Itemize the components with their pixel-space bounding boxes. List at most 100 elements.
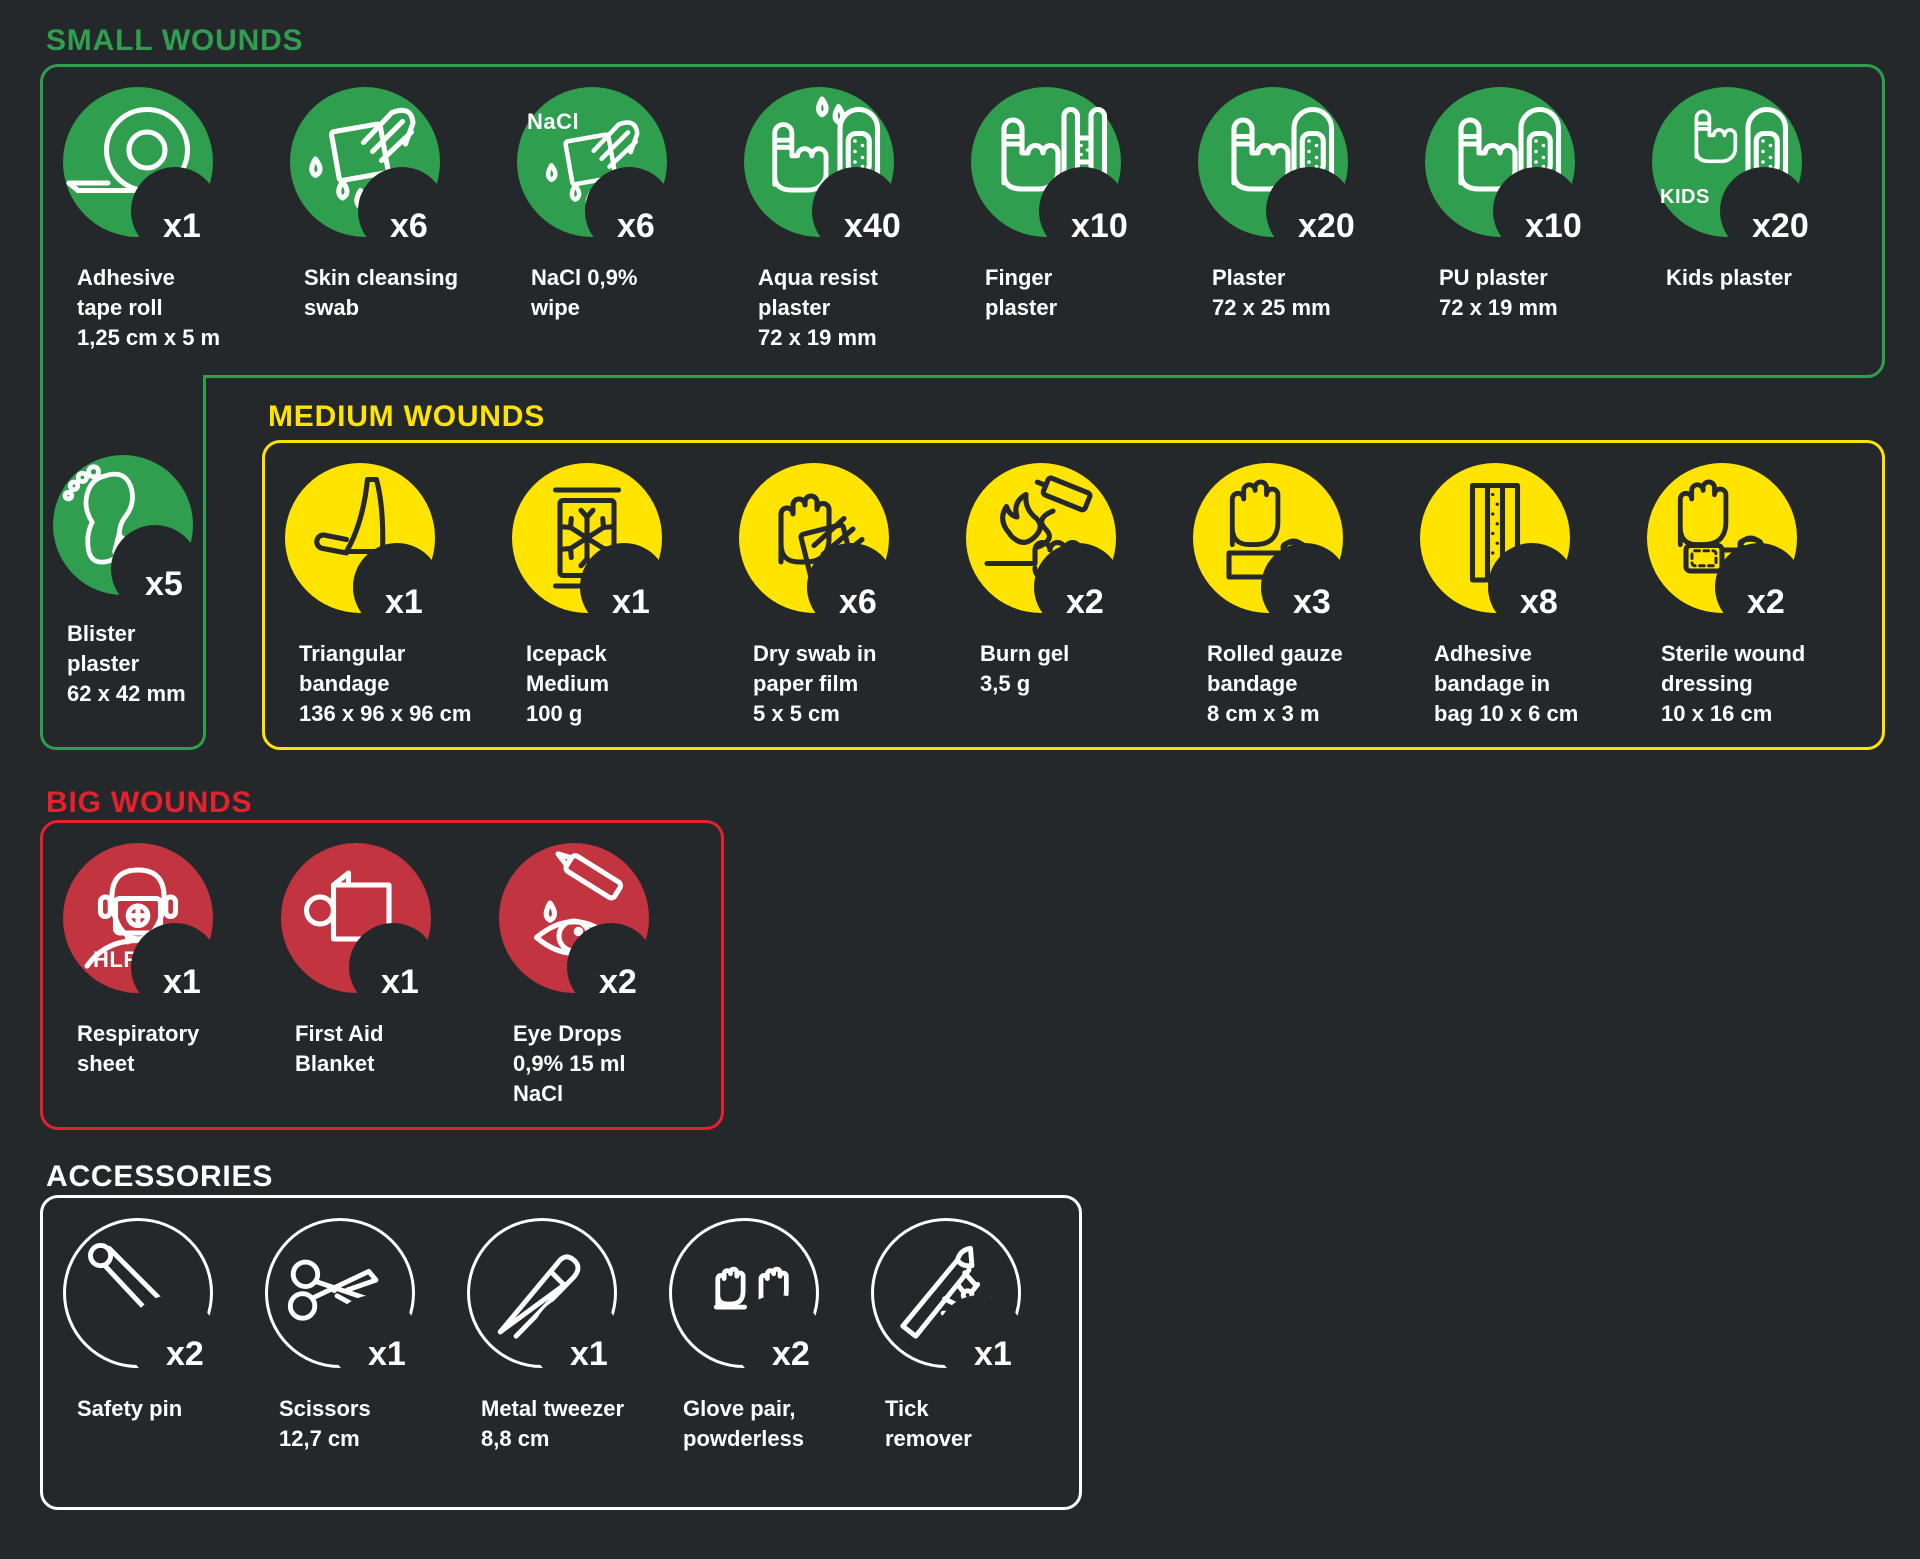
item-tick-remover: x1 Tick remover xyxy=(871,1218,1073,1454)
item-count: x10 xyxy=(1071,207,1128,245)
item-label: Kids plaster xyxy=(1666,265,1792,290)
skin-cleansing-swab-badge: x6 xyxy=(290,87,446,255)
safety-pin-badge: x2 xyxy=(63,1218,216,1383)
count-notch xyxy=(330,1295,418,1383)
item-finger-plaster: x10 Finger plaster xyxy=(971,87,1198,323)
item-pu-plaster: x10 PU plaster 72 x 19 mm xyxy=(1425,87,1652,323)
plaster-72x25-badge: x20 xyxy=(1198,87,1355,255)
item-eye-drops: x2 Eye Drops 0,9% 15 ml NaCl xyxy=(499,843,717,1109)
item-count: x1 xyxy=(385,583,423,621)
item-label: Safety pin xyxy=(77,1396,183,1421)
item-rolled-gauze-bandage: x3 Rolled gauze bandage 8 cm x 3 m xyxy=(1193,463,1420,729)
item-burn-gel: x2 Burn gel 3,5 g xyxy=(966,463,1193,699)
item-count: x2 xyxy=(1066,583,1104,621)
item-adhesive-tape-roll: x1 Adhesive tape roll 1,25 cm x 5 m xyxy=(63,87,290,353)
item-label: Skin cleansing swab xyxy=(304,265,459,320)
item-label: Finger plaster xyxy=(985,265,1058,320)
small-wounds-extension-box: x5 Blister plaster 62 x 42 mm xyxy=(40,375,206,750)
item-count: x10 xyxy=(1525,207,1582,245)
adhesive-tape-roll-badge: x1 xyxy=(63,87,219,255)
scissors-badge: x1 xyxy=(265,1218,418,1383)
count-notch xyxy=(349,923,437,1011)
tweezer-icon xyxy=(470,1221,614,1365)
item-count: x20 xyxy=(1298,207,1355,245)
item-count: x6 xyxy=(390,207,428,245)
count-notch xyxy=(1039,167,1127,255)
eye-drops-badge: x2 xyxy=(499,843,655,1011)
item-nacl-wipe: NaCl x6 NaCl 0,9% wipe xyxy=(517,87,744,323)
item-count: x3 xyxy=(1293,583,1331,621)
item-count: x1 xyxy=(163,963,201,1001)
adhesive-bandage-bag-badge: x8 xyxy=(1420,463,1576,631)
item-label: Glove pair, powderless xyxy=(683,1396,805,1451)
small-wounds-box: x1 Adhesive tape roll 1,25 cm x 5 m x6 Skin c… xyxy=(40,64,1885,378)
icon-text-label: NaCl xyxy=(527,109,580,134)
item-count: x2 xyxy=(1747,583,1785,621)
count-notch xyxy=(1261,543,1349,631)
item-kids-plaster: KIDS x20 Kids plaster xyxy=(1652,87,1879,293)
rolled-gauze-bandage-badge: x3 xyxy=(1193,463,1349,631)
item-count: x6 xyxy=(839,583,877,621)
item-label: Adhesive bandage in bag 10 x 6 cm xyxy=(1434,641,1579,726)
blister-plaster-badge: x5 xyxy=(53,455,199,613)
item-count: x40 xyxy=(844,207,901,245)
dry-swab-badge: x6 xyxy=(739,463,895,631)
item-label: First Aid Blanket xyxy=(295,1021,384,1076)
count-notch xyxy=(128,1295,216,1383)
item-label: Plaster 72 x 25 mm xyxy=(1212,265,1331,320)
section-title-accessories: ACCESSORIES xyxy=(46,1160,274,1193)
icepack-icon xyxy=(512,463,662,613)
count-notch xyxy=(111,525,199,613)
item-plaster-72x25: x20 Plaster 72 x 25 mm xyxy=(1198,87,1425,323)
medium-wounds-box: x1 Triangular bandage 136 x 96 x 96 cm x1 Ice… xyxy=(262,440,1885,750)
count-notch xyxy=(131,167,219,255)
cleansing-swab-icon xyxy=(290,87,440,237)
first-aid-blanket-badge: x1 xyxy=(281,843,437,1011)
item-count: x2 xyxy=(772,1335,810,1373)
aqua-resist-plaster-badge: x40 xyxy=(744,87,901,255)
count-notch xyxy=(1720,167,1808,255)
item-skin-cleansing-swab: x6 Skin cleansing swab xyxy=(290,87,517,323)
section-title-medium-wounds: MEDIUM WOUNDS xyxy=(268,400,546,433)
item-label: Blister plaster 62 x 42 mm xyxy=(67,621,186,706)
burn-gel-badge: x2 xyxy=(966,463,1122,631)
item-respiratory-sheet: HLR x1 Respiratory sheet xyxy=(63,843,281,1079)
icepack-medium-badge: x1 xyxy=(512,463,668,631)
pu-plaster-badge: x10 xyxy=(1425,87,1582,255)
item-aqua-resist-plaster: x40 Aqua resist plaster 72 x 19 mm xyxy=(744,87,971,353)
triangular-bandage-badge: x1 xyxy=(285,463,441,631)
count-notch xyxy=(585,167,673,255)
item-label: Eye Drops 0,9% 15 ml NaCl xyxy=(513,1021,626,1106)
glove-pair-badge: x2 xyxy=(669,1218,822,1383)
item-count: x2 xyxy=(599,963,637,1001)
item-metal-tweezer: x1 Metal tweezer 8,8 cm xyxy=(467,1218,669,1454)
metal-tweezer-badge: x1 xyxy=(467,1218,620,1383)
item-label: Rolled gauze bandage 8 cm x 3 m xyxy=(1207,641,1343,726)
respiratory-sheet-badge: HLR x1 xyxy=(63,843,219,1011)
item-count: x1 xyxy=(612,583,650,621)
finger-plaster-icon xyxy=(971,87,1121,237)
item-safety-pin: x2 Safety pin xyxy=(63,1218,265,1424)
item-count: x8 xyxy=(1520,583,1558,621)
icon-text-label: KIDS xyxy=(1660,186,1710,208)
count-notch xyxy=(532,1295,620,1383)
item-adhesive-bandage-bag: x8 Adhesive bandage in bag 10 x 6 cm xyxy=(1420,463,1647,729)
count-notch xyxy=(580,543,668,631)
count-notch xyxy=(734,1295,822,1383)
sterile-wound-dressing-badge: x2 xyxy=(1647,463,1803,631)
count-notch xyxy=(1715,543,1803,631)
item-count: x5 xyxy=(145,565,183,603)
item-count: x2 xyxy=(166,1335,204,1373)
count-notch xyxy=(1493,167,1581,255)
item-icepack-medium: x1 Icepack Medium 100 g xyxy=(512,463,739,729)
item-label: NaCl 0,9% wipe xyxy=(531,265,638,320)
count-notch xyxy=(358,167,446,255)
item-triangular-bandage: x1 Triangular bandage 136 x 96 x 96 cm xyxy=(285,463,512,729)
item-sterile-wound-dressing: x2 Sterile wound dressing 10 x 16 cm xyxy=(1647,463,1874,729)
accessories-box: x2 Safety pin x1 Scissors 12,7 cm x1 Metal twe… xyxy=(40,1195,1082,1510)
item-count: x1 xyxy=(974,1335,1012,1373)
count-notch xyxy=(936,1295,1024,1383)
count-notch xyxy=(1488,543,1576,631)
item-dry-swab: x6 Dry swab in paper film 5 x 5 cm xyxy=(739,463,966,729)
